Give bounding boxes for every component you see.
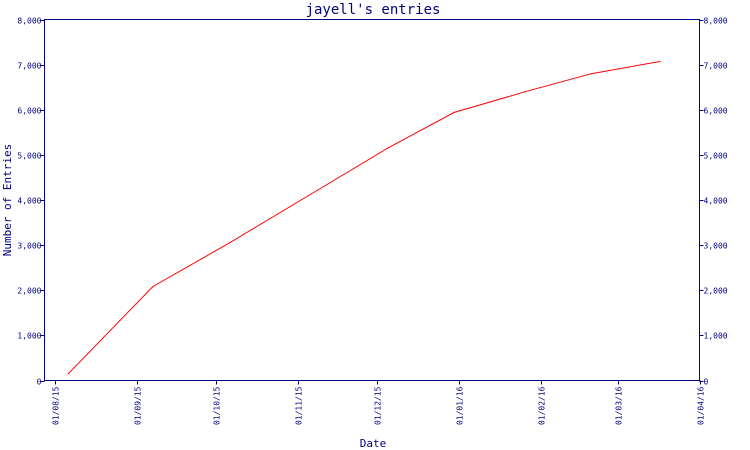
y-tick-label-left: 0 bbox=[37, 378, 42, 387]
data-point bbox=[67, 373, 69, 375]
y-tick-label-right: 0 bbox=[704, 378, 709, 387]
x-tick-label: 01/08/15 bbox=[52, 386, 61, 425]
data-point bbox=[308, 194, 310, 197]
y-tick-label-left: 1,000 bbox=[17, 332, 41, 341]
y-tick-label-right: 8,000 bbox=[704, 17, 728, 26]
series-layer bbox=[67, 60, 661, 375]
chart-title: jayell's entries bbox=[306, 2, 441, 18]
y-tick-label-right: 1,000 bbox=[704, 332, 728, 341]
data-point bbox=[387, 147, 389, 149]
data-point bbox=[659, 60, 661, 63]
data-point bbox=[453, 111, 455, 114]
y-tick-label-left: 7,000 bbox=[17, 62, 41, 71]
y-tick-label-right: 3,000 bbox=[704, 242, 728, 251]
y-tick-label-left: 8,000 bbox=[17, 17, 41, 26]
data-point bbox=[228, 242, 230, 244]
x-tick-label: 01/09/15 bbox=[134, 386, 143, 425]
x-tick-label: 01/11/15 bbox=[295, 386, 304, 425]
y-tick-label-left: 3,000 bbox=[17, 242, 41, 251]
x-tick-label: 01/01/16 bbox=[456, 386, 465, 425]
series-line bbox=[67, 61, 660, 375]
y-tick-label-left: 2,000 bbox=[17, 287, 41, 296]
y-tick-label-left: 4,000 bbox=[17, 197, 41, 206]
y-axis-right: 0 1,000 2,000 3,000 4,000 5,000 6,000 7,000 8,00… bbox=[699, 17, 728, 387]
x-axis-label: Date bbox=[360, 437, 387, 450]
plot-frame bbox=[44, 19, 700, 381]
x-tick-label: 01/10/15 bbox=[213, 386, 222, 425]
data-point bbox=[524, 91, 526, 93]
y-tick-label-right: 7,000 bbox=[704, 62, 728, 71]
y-tick-label-left: 6,000 bbox=[17, 107, 41, 116]
data-point bbox=[590, 73, 592, 75]
x-tick-label: 01/12/15 bbox=[374, 386, 383, 425]
x-tick-label: 01/04/16 bbox=[697, 386, 706, 425]
y-tick-label-right: 4,000 bbox=[704, 197, 728, 206]
y-tick-label-right: 6,000 bbox=[704, 107, 728, 116]
x-tick-label: 01/03/16 bbox=[615, 386, 624, 425]
y-axis-label: Number of Entries bbox=[1, 144, 14, 257]
y-tick-label-left: 5,000 bbox=[17, 152, 41, 161]
x-tick-label: 01/02/16 bbox=[538, 386, 547, 425]
data-point bbox=[152, 286, 154, 288]
y-tick-label-right: 5,000 bbox=[704, 152, 728, 161]
y-tick-label-right: 2,000 bbox=[704, 287, 728, 296]
x-axis: 01/08/15 01/09/15 01/10/15 01/11/15 01/12/15… bbox=[52, 380, 706, 425]
y-axis-left: 0 1,000 2,000 3,000 4,000 5,000 6,000 7,000 8,00… bbox=[17, 17, 45, 387]
